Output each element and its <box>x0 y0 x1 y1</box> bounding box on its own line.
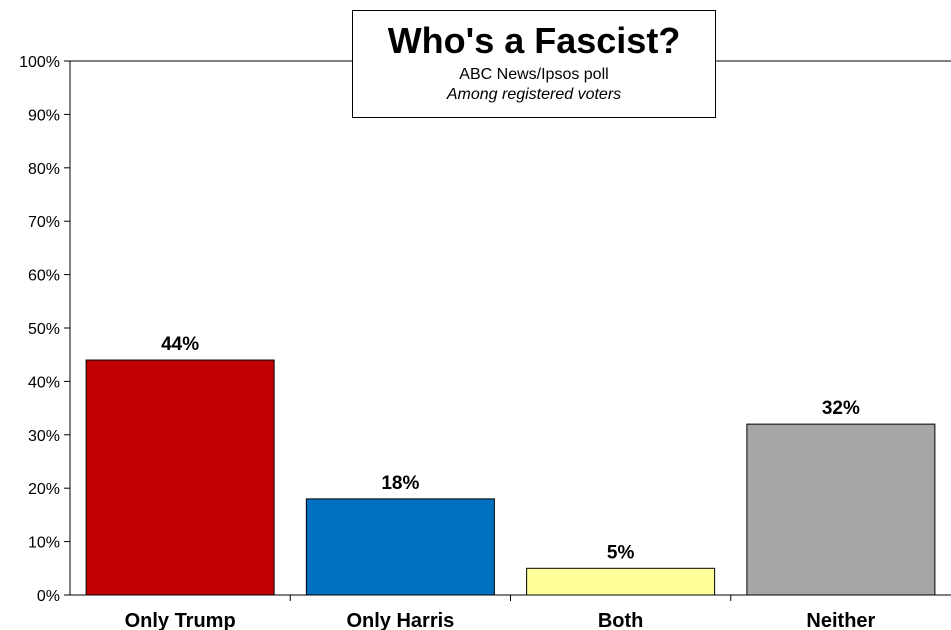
x-tick-label: Both <box>598 610 644 630</box>
y-tick-label: 0% <box>37 588 60 605</box>
y-tick-label: 20% <box>28 481 60 498</box>
y-tick-label: 90% <box>28 107 60 124</box>
y-tick-label: 60% <box>28 268 60 285</box>
x-tick-label: Only Harris <box>346 610 454 630</box>
x-tick-label: Neither <box>806 610 875 630</box>
bar-neither <box>746 423 936 596</box>
y-tick-label: 40% <box>28 374 60 391</box>
y-tick-label: 30% <box>28 428 60 445</box>
bar-both <box>526 567 716 596</box>
data-label: 5% <box>607 542 635 563</box>
data-label: 18% <box>381 473 419 494</box>
chart-subtitle: ABC News/Ipsos poll <box>459 66 609 83</box>
data-label: 44% <box>161 334 199 355</box>
bar-only-harris <box>305 498 495 596</box>
y-tick-label: 50% <box>28 321 60 338</box>
title-box: Who's a Fascist? ABC News/Ipsos poll Amo… <box>352 10 716 118</box>
chart-title: Who's a Fascist? <box>387 20 681 61</box>
y-tick-label: 100% <box>19 54 60 71</box>
y-tick-label: 80% <box>28 161 60 178</box>
data-label: 32% <box>822 398 860 419</box>
y-tick-label: 70% <box>28 214 60 231</box>
chart-subtitle-italic: Among registered voters <box>446 86 622 103</box>
x-tick-label: Only Trump <box>125 610 236 630</box>
y-tick-label: 10% <box>28 535 60 552</box>
data-labels: 44% Only Trump 18% Only Harris 5% Both 32% Neit… <box>125 334 876 630</box>
bar-only-trump <box>85 359 275 596</box>
bars <box>85 359 936 596</box>
